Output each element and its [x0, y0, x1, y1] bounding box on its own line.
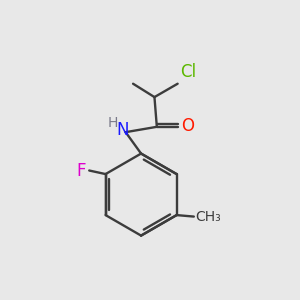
Text: F: F [76, 161, 86, 179]
Text: Cl: Cl [181, 63, 197, 81]
Text: H: H [108, 116, 118, 130]
Text: N: N [116, 121, 129, 139]
Text: CH₃: CH₃ [196, 210, 221, 224]
Text: O: O [181, 117, 194, 135]
